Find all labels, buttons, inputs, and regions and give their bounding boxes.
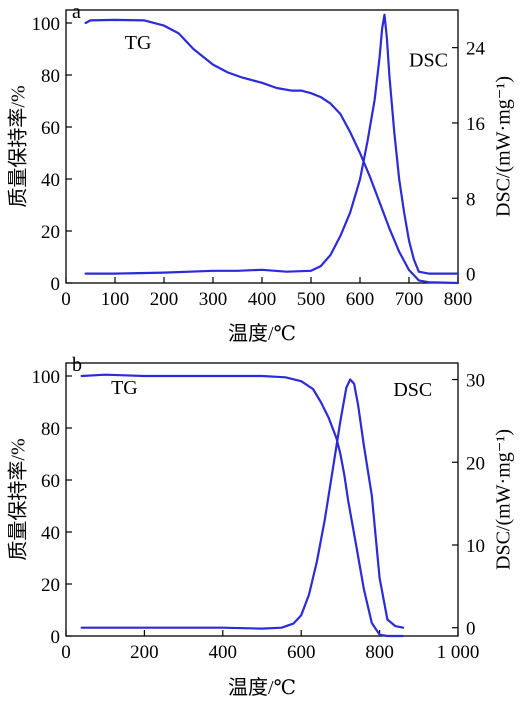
x-tick-label: 0: [61, 289, 71, 310]
x-tick-label: 700: [395, 289, 424, 310]
y-right-tick-label: 16: [466, 114, 485, 135]
x-tick-label: 400: [248, 289, 277, 310]
plot-frame: [65, 362, 459, 637]
dsc-curve: [84, 13, 460, 275]
x-tick-label: 400: [209, 642, 238, 663]
y-right-tick-label: 8: [466, 189, 476, 210]
y-left-tick-label: 20: [41, 575, 60, 596]
chart-panel-a: 0 100 200 300 400 500 600 700 800 0 20 40 60 80 100 0 8 1…: [7, 1, 515, 345]
x-tick-label: 500: [297, 289, 326, 310]
curve-annotation-tg: TG: [125, 32, 152, 54]
y-left-tick-label: 40: [41, 170, 60, 191]
y-right-axis-title: DSC/(mW·mg⁻¹): [493, 76, 515, 217]
y-left-tick-label: 20: [41, 222, 60, 243]
y-left-axis-title: 质量保持率/%: [7, 438, 30, 560]
y-right-tick-label: 30: [466, 371, 485, 392]
curve-annotation-tg: TG: [111, 377, 138, 399]
y-right-tick-label: 0: [466, 619, 476, 640]
y-left-tick-label: 80: [41, 419, 60, 440]
y-right-tick-label: 0: [466, 265, 476, 286]
curve-annotation-dsc: DSC: [393, 379, 432, 401]
y-right-tick-label: 10: [466, 536, 485, 557]
y-right-tick-label: 24: [466, 39, 486, 60]
panel-label: b: [72, 354, 82, 376]
x-tick-label: 200: [130, 642, 159, 663]
y-left-tick-label: 40: [41, 523, 60, 544]
y-left-tick-label: 0: [51, 627, 61, 648]
y-left-tick-label: 100: [32, 367, 61, 388]
x-tick-label: 800: [365, 642, 394, 663]
x-axis-title: 温度/℃: [228, 676, 296, 699]
y-left-tick-label: 80: [41, 66, 60, 87]
x-tick-label: 1 000: [437, 642, 480, 663]
x-tick-label: 300: [199, 289, 228, 310]
y-left-tick-label: 100: [32, 14, 61, 35]
x-tick-label: 600: [287, 642, 316, 663]
y-left-tick-label: 0: [51, 274, 61, 295]
y-left-tick-label: 60: [41, 471, 60, 492]
x-tick-label: 800: [444, 289, 473, 310]
dsc-curve: [80, 378, 405, 630]
tg-curve: [80, 373, 405, 638]
y-right-tick-label: 20: [466, 453, 485, 474]
y-left-axis-title: 质量保持率/%: [7, 85, 30, 207]
panel-label: a: [72, 1, 81, 23]
x-tick-label: 100: [101, 289, 130, 310]
curve-annotation-dsc: DSC: [409, 49, 448, 71]
chart-panel-b: 0 200 400 600 800 1 0000204060801000102030温度/…: [7, 354, 515, 699]
tg-curve: [84, 18, 460, 285]
y-left-tick-label: 60: [41, 118, 60, 139]
x-axis-title: 温度/℃: [228, 322, 296, 345]
x-tick-label: 0: [61, 642, 71, 663]
x-tick-label: 200: [150, 289, 179, 310]
x-tick-label: 600: [346, 289, 375, 310]
y-right-axis-title: DSC/(mW·mg⁻¹): [493, 429, 515, 570]
